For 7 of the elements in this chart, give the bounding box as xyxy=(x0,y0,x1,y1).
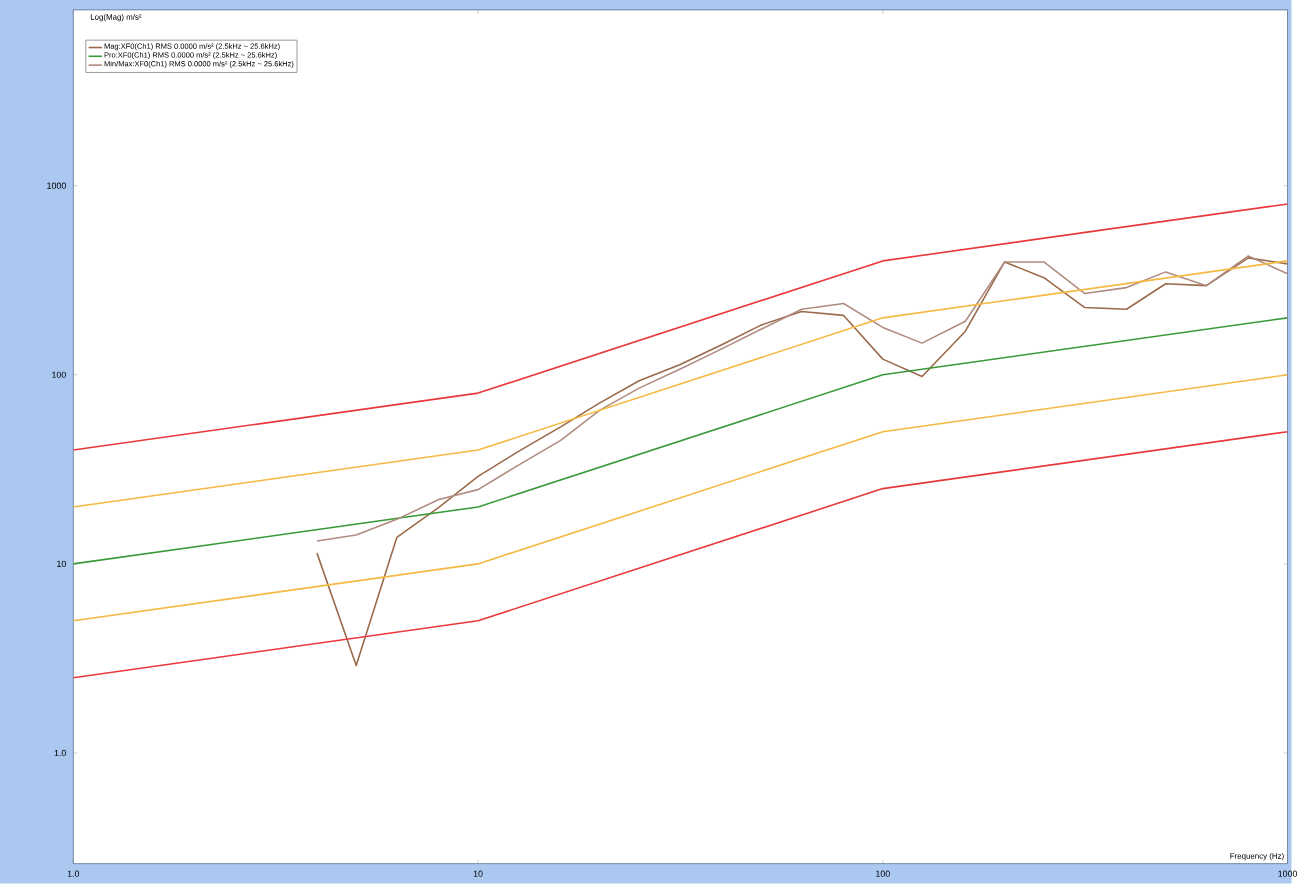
line-series xyxy=(316,255,1288,543)
line-series xyxy=(73,431,1288,679)
line-series xyxy=(73,203,1288,452)
line-series xyxy=(73,260,1288,508)
line-series xyxy=(73,317,1288,565)
line-series xyxy=(73,374,1288,622)
line-series xyxy=(316,257,1288,667)
